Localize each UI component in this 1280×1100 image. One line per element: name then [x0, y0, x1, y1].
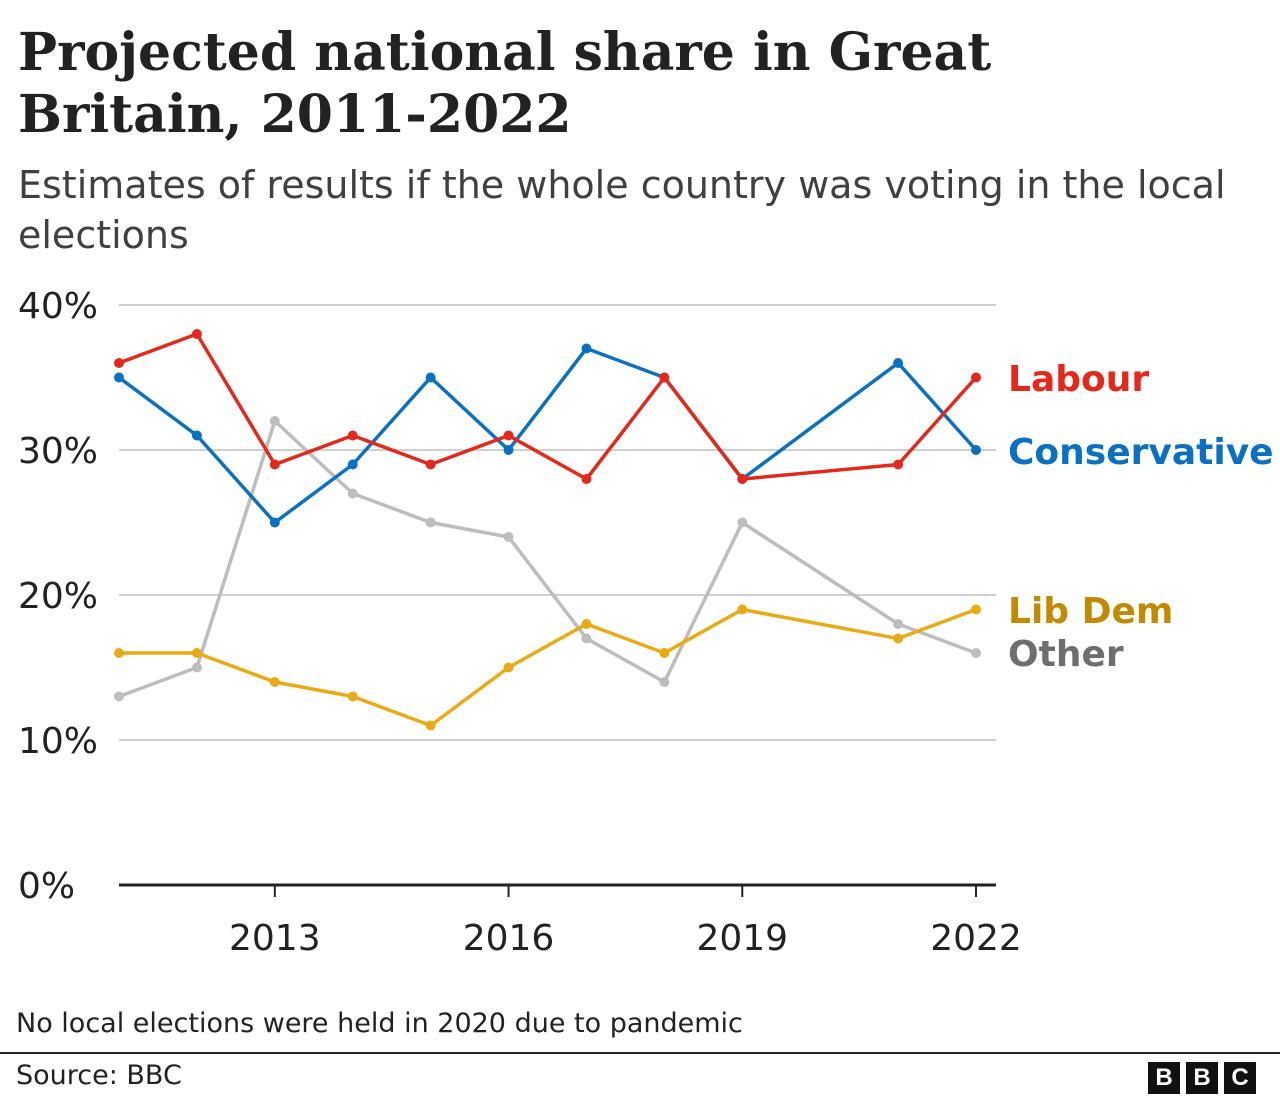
y-tick-label: 30% [18, 431, 98, 472]
x-tick-label: 2022 [930, 918, 1022, 959]
logo-letter: C [1224, 1062, 1256, 1094]
series-line-labour [118, 332, 978, 481]
data-point [347, 488, 358, 499]
data-point [347, 459, 358, 470]
series-line-other [118, 419, 977, 699]
data-point [114, 372, 124, 383]
data-point [893, 459, 904, 470]
data-point [191, 648, 202, 658]
data-point [971, 372, 981, 383]
logo-letter: B [1148, 1062, 1180, 1094]
data-point [737, 517, 748, 528]
chart-title: Projected national share in Great Britai… [18, 22, 992, 145]
line-chart: 0% 10% 20% 30% 40% 2013 2016 2019 2022 Labour Cons… [18, 286, 1274, 959]
data-point [503, 445, 514, 455]
data-point [581, 343, 592, 354]
data-point [737, 474, 748, 484]
data-point [114, 648, 124, 658]
data-point [191, 430, 202, 441]
data-point [425, 372, 436, 383]
series-label: Conservative [1008, 432, 1274, 473]
data-point [347, 691, 358, 702]
data-point [659, 648, 670, 658]
x-tick-label: 2019 [696, 918, 788, 959]
series-label: Labour [1008, 359, 1149, 400]
data-point [659, 372, 670, 383]
y-tick-label: 0% [18, 866, 75, 907]
data-point [425, 517, 436, 528]
data-point [971, 604, 981, 615]
data-point [581, 474, 592, 484]
data-point [659, 677, 670, 687]
data-point [425, 720, 436, 731]
x-tick-label: 2016 [463, 918, 555, 959]
data-point [114, 691, 124, 702]
data-point [503, 430, 514, 441]
data-point [971, 445, 981, 455]
bbc-logo: B B C [1148, 1062, 1256, 1094]
data-point [191, 662, 202, 673]
data-point [191, 329, 202, 339]
series-line-lib-dem [119, 607, 977, 728]
data-point [347, 430, 358, 441]
y-tick-label: 10% [18, 721, 98, 762]
series-label: Other [1008, 634, 1124, 675]
data-point [581, 619, 592, 629]
data-point [269, 416, 280, 426]
data-point [114, 358, 124, 368]
y-tick-label: 40% [18, 286, 98, 327]
data-point [971, 648, 981, 658]
divider [0, 1052, 1280, 1054]
footnote: No local elections were held in 2020 due… [16, 1008, 743, 1039]
data-point [893, 619, 904, 629]
data-point [269, 677, 280, 687]
data-point [893, 633, 904, 644]
data-point [269, 459, 280, 470]
data-point [425, 459, 436, 470]
y-tick-label: 20% [18, 576, 98, 617]
series-label: Lib Dem [1008, 591, 1173, 632]
series-line-conservative [117, 346, 978, 525]
data-point [893, 358, 904, 368]
x-tick-label: 2013 [229, 918, 321, 959]
chart-subtitle: Estimates of results if the whole countr… [18, 163, 1226, 257]
data-point [737, 604, 748, 615]
data-point [581, 633, 592, 644]
source: Source: BBC [16, 1060, 182, 1091]
data-point [269, 517, 280, 528]
logo-letter: B [1186, 1062, 1218, 1094]
data-point [503, 662, 514, 673]
data-point [503, 532, 514, 542]
